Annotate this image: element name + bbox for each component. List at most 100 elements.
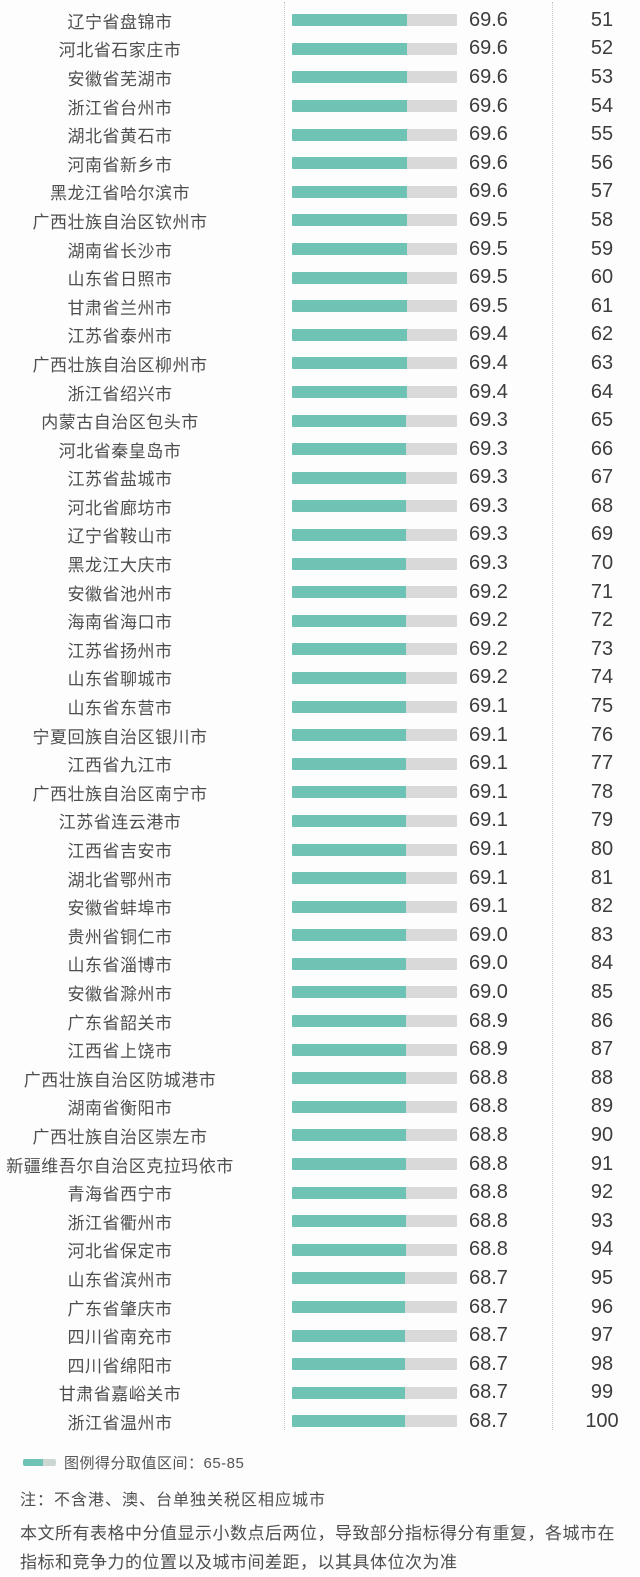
score-bar-fill xyxy=(292,1386,406,1399)
score-bar xyxy=(292,71,457,84)
score-value: 69.0 xyxy=(469,923,508,946)
score-bar-track xyxy=(292,471,457,484)
score-value: 68.8 xyxy=(469,1209,508,1232)
city-label: 湖北省黄石市 xyxy=(67,127,173,147)
score-bar xyxy=(292,1186,457,1199)
score-bar-track xyxy=(292,1158,457,1171)
score-bar-track xyxy=(292,1129,457,1142)
score-bar-fill xyxy=(292,185,407,198)
score-bar-fill xyxy=(292,700,406,713)
city-label: 江西省上饶市 xyxy=(67,1042,173,1062)
city-label: 四川省绵阳市 xyxy=(67,1356,173,1376)
table-row: 河北省秦皇岛市 69.3 66 xyxy=(0,435,640,464)
score-bar-track xyxy=(292,185,457,198)
table-row: 浙江省温州市 68.7 100 xyxy=(0,1407,640,1436)
score-bar-fill xyxy=(292,1215,406,1228)
city-label: 江苏省连云港市 xyxy=(58,813,182,833)
score-bar-track xyxy=(292,128,457,141)
rank-value: 62 xyxy=(590,323,614,346)
score-value: 69.6 xyxy=(469,94,508,117)
table-row: 江西省上饶市 68.9 87 xyxy=(0,1035,640,1064)
city-label: 河北省石家庄市 xyxy=(58,41,182,61)
score-bar-track xyxy=(292,957,457,970)
score-value: 69.0 xyxy=(469,952,508,975)
score-value: 68.7 xyxy=(469,1409,508,1432)
table-row: 广东省韶关市 68.9 86 xyxy=(0,1007,640,1036)
score-bar-fill xyxy=(292,300,407,313)
table-row: 江西省九江市 69.1 77 xyxy=(0,749,640,778)
score-bar xyxy=(292,1072,457,1085)
rank-value: 99 xyxy=(590,1381,614,1404)
rank-value: 98 xyxy=(590,1352,614,1375)
score-bar-fill xyxy=(292,586,407,599)
score-bar-fill xyxy=(292,328,407,341)
score-bar-fill xyxy=(292,443,407,456)
table-row: 黑龙江省哈尔滨市 69.6 57 xyxy=(0,178,640,207)
score-bar-fill xyxy=(292,243,407,256)
table-row: 河北省廊坊市 69.3 68 xyxy=(0,492,640,521)
rank-value: 83 xyxy=(590,923,614,946)
table-row: 安徽省滁州市 69.0 85 xyxy=(0,978,640,1007)
legend-bar-fill-swatch xyxy=(23,1459,43,1466)
city-label: 湖南省长沙市 xyxy=(67,241,173,261)
score-value: 69.1 xyxy=(469,695,508,718)
score-value: 69.3 xyxy=(469,409,508,432)
legend-bar-icon xyxy=(23,1459,56,1466)
table-row: 甘肃省嘉峪关市 68.7 99 xyxy=(0,1379,640,1408)
table-row: 江苏省泰州市 69.4 62 xyxy=(0,321,640,350)
score-bar-fill xyxy=(292,614,407,627)
score-bar-fill xyxy=(292,414,407,427)
score-bar-track xyxy=(292,528,457,541)
score-value: 68.7 xyxy=(469,1266,508,1289)
score-value: 69.6 xyxy=(469,123,508,146)
rank-value: 87 xyxy=(590,1038,614,1061)
score-value: 68.8 xyxy=(469,1066,508,1089)
city-label: 辽宁省鞍山市 xyxy=(67,527,173,547)
score-bar-track xyxy=(292,586,457,599)
score-bar-track xyxy=(292,557,457,570)
score-bar-fill xyxy=(292,214,407,227)
score-bar xyxy=(292,814,457,827)
city-label: 广西壮族自治区崇左市 xyxy=(32,1127,208,1147)
table-row: 江苏省盐城市 69.3 67 xyxy=(0,464,640,493)
city-label: 黑龙江省哈尔滨市 xyxy=(50,184,190,204)
score-bar-fill xyxy=(292,1158,406,1171)
score-bar-track xyxy=(292,1386,457,1399)
score-value: 69.1 xyxy=(469,780,508,803)
score-bar-fill xyxy=(292,1129,406,1142)
city-label: 宁夏回族自治区银川市 xyxy=(32,727,208,747)
table-row: 海南省海口市 69.2 72 xyxy=(0,606,640,635)
score-bar xyxy=(292,328,457,341)
table-row: 河南省新乡市 69.6 56 xyxy=(0,149,640,178)
score-value: 69.2 xyxy=(469,637,508,660)
score-bar xyxy=(292,1243,457,1256)
score-bar xyxy=(292,1386,457,1399)
city-ranking-chart: 辽宁省盘锦市 69.6 51 河北省石家庄市 69.6 52 安徽省芜湖市 69.6 53 浙江省… xyxy=(0,2,640,1436)
score-value: 68.7 xyxy=(469,1295,508,1318)
table-row: 江苏省连云港市 69.1 79 xyxy=(0,807,640,836)
score-bar-track xyxy=(292,1043,457,1056)
score-bar-fill xyxy=(292,157,407,170)
city-label: 广西壮族自治区南宁市 xyxy=(32,784,208,804)
city-label: 甘肃省兰州市 xyxy=(67,298,173,318)
city-label: 河北省廊坊市 xyxy=(67,498,173,518)
table-row: 浙江省台州市 69.6 54 xyxy=(0,92,640,121)
score-bar xyxy=(292,1015,457,1028)
table-row: 广西壮族自治区南宁市 69.1 78 xyxy=(0,778,640,807)
score-bar-track xyxy=(292,929,457,942)
rank-value: 61 xyxy=(590,294,614,317)
score-bar xyxy=(292,986,457,999)
score-value: 69.6 xyxy=(469,180,508,203)
city-label: 江苏省盐城市 xyxy=(67,470,173,490)
score-bar-fill xyxy=(292,1272,406,1285)
rank-value: 68 xyxy=(590,494,614,517)
score-bar xyxy=(292,700,457,713)
rank-value: 57 xyxy=(590,180,614,203)
score-value: 68.7 xyxy=(469,1352,508,1375)
rank-value: 82 xyxy=(590,895,614,918)
score-value: 69.2 xyxy=(469,666,508,689)
city-label: 广西壮族自治区钦州市 xyxy=(32,212,208,232)
rank-value: 63 xyxy=(590,351,614,374)
rank-value: 58 xyxy=(590,208,614,231)
rank-value: 71 xyxy=(590,580,614,603)
